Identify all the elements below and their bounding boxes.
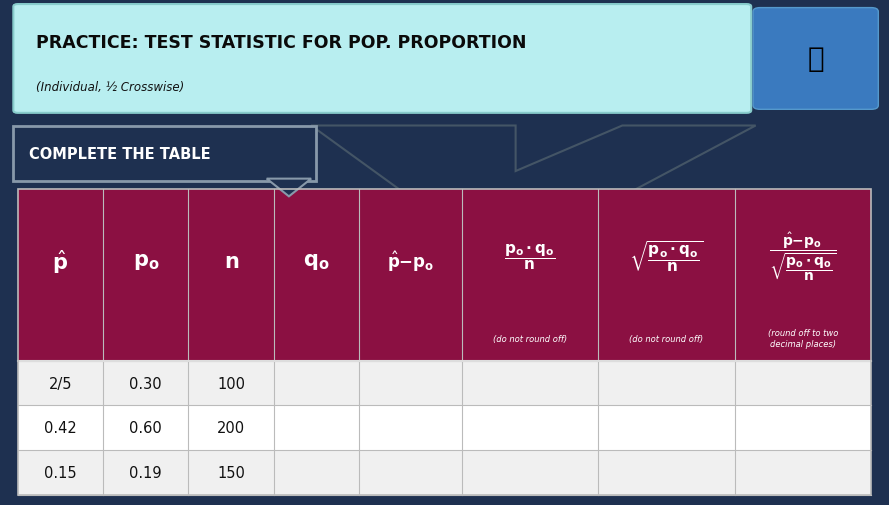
FancyBboxPatch shape — [753, 9, 878, 110]
Text: (do not round off): (do not round off) — [493, 334, 567, 343]
Text: COMPLETE THE TABLE: COMPLETE THE TABLE — [29, 146, 211, 162]
Polygon shape — [267, 179, 311, 197]
Text: 150: 150 — [217, 465, 245, 480]
Text: 200: 200 — [217, 421, 245, 435]
Text: 📱: 📱 — [808, 45, 824, 73]
Text: (do not round off): (do not round off) — [629, 334, 703, 343]
Text: $\mathbf{n}$: $\mathbf{n}$ — [223, 251, 239, 272]
Text: 0.42: 0.42 — [44, 421, 76, 435]
Text: 0.15: 0.15 — [44, 465, 76, 480]
Text: $\dfrac{\mathbf{p_o \cdot q_o}}{\mathbf{n}}$: $\dfrac{\mathbf{p_o \cdot q_o}}{\mathbf{… — [504, 241, 556, 271]
Text: $\mathbf{q_o}$: $\mathbf{q_o}$ — [303, 251, 330, 272]
Text: $\hat{\mathbf{p}}$: $\hat{\mathbf{p}}$ — [52, 248, 68, 275]
Text: (Individual, ½ Crosswise): (Individual, ½ Crosswise) — [36, 80, 184, 93]
Text: $\sqrt{\dfrac{\mathbf{p_o \cdot q_o}}{\mathbf{n}}}$: $\sqrt{\dfrac{\mathbf{p_o \cdot q_o}}{\m… — [629, 239, 703, 274]
FancyBboxPatch shape — [13, 126, 316, 182]
Text: $\hat{\mathbf{p}} \mathbf{- p_o}$: $\hat{\mathbf{p}} \mathbf{- p_o}$ — [387, 249, 434, 274]
Text: 0.60: 0.60 — [130, 421, 162, 435]
Bar — [18, 189, 871, 361]
Text: (round off to two
decimal places): (round off to two decimal places) — [768, 329, 838, 348]
Bar — [18, 450, 871, 495]
Text: 100: 100 — [217, 376, 245, 391]
Text: $\dfrac{\hat{\mathbf{p}}\mathbf{-p_o}}{\sqrt{\dfrac{\mathbf{p_o \cdot q_o}}{\mat: $\dfrac{\hat{\mathbf{p}}\mathbf{-p_o}}{\… — [769, 230, 837, 283]
Text: 0.19: 0.19 — [130, 465, 162, 480]
Text: PRACTICE: TEST STATISTIC FOR POP. PROPORTION: PRACTICE: TEST STATISTIC FOR POP. PROPOR… — [36, 34, 526, 52]
FancyBboxPatch shape — [13, 5, 751, 114]
Text: 2/5: 2/5 — [49, 376, 72, 391]
Text: 0.30: 0.30 — [130, 376, 162, 391]
Bar — [18, 189, 871, 495]
Bar — [18, 361, 871, 406]
Text: $\mathbf{p_o}$: $\mathbf{p_o}$ — [132, 251, 159, 272]
Bar — [18, 406, 871, 450]
